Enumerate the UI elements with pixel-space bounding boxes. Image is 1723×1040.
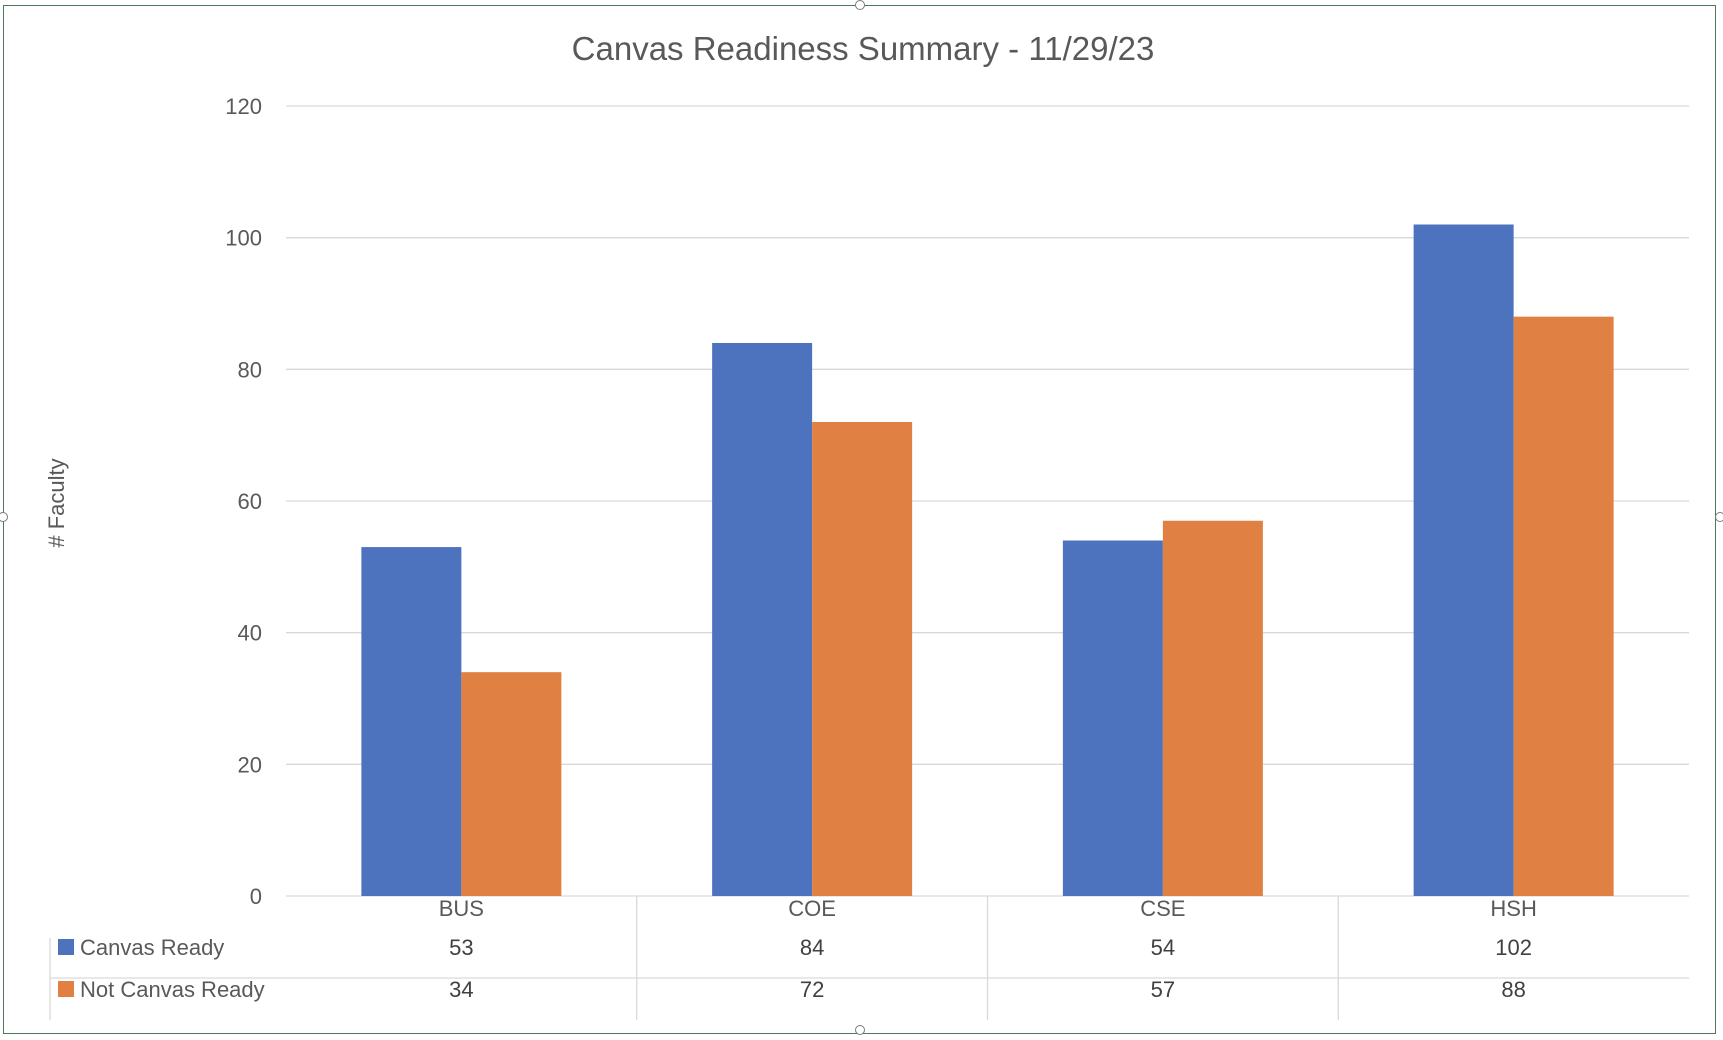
resize-handle-right[interactable]	[1715, 512, 1723, 522]
legend-key-not-canvas-ready	[58, 981, 74, 997]
bar-canvas-ready-hsh[interactable]	[1413, 224, 1514, 897]
bar-not-canvas-ready-hsh[interactable]	[1513, 316, 1614, 897]
bar-not-canvas-ready-bus[interactable]	[461, 672, 562, 896]
y-tick-label: 120	[225, 94, 262, 119]
x-tick-label: COE	[788, 896, 836, 921]
data-table-value: 34	[449, 977, 473, 1002]
legend-key-canvas-ready	[58, 939, 74, 955]
x-tick-label: BUS	[439, 896, 484, 921]
y-tick-label: 60	[238, 489, 262, 514]
x-tick-label: HSH	[1490, 896, 1536, 921]
resize-handle-top[interactable]	[855, 0, 865, 10]
bar-not-canvas-ready-cse[interactable]	[1162, 520, 1263, 896]
y-tick-label: 80	[238, 357, 262, 382]
bar-not-canvas-ready-coe[interactable]	[812, 422, 913, 896]
x-tick-label: CSE	[1140, 896, 1185, 921]
resize-handle-left[interactable]	[0, 512, 8, 522]
y-axis-tick-labels: 0 20 40 60 80 100 120	[225, 94, 262, 909]
resize-handle-bottom[interactable]	[855, 1025, 865, 1035]
bar-canvas-ready-bus[interactable]	[361, 547, 462, 896]
data-table-value: 72	[800, 977, 824, 1002]
data-table-value: 84	[800, 935, 824, 960]
data-table-value: 57	[1151, 977, 1175, 1002]
chart-title: Canvas Readiness Summary - 11/29/23	[572, 30, 1155, 67]
y-axis-title: # Faculty	[44, 458, 69, 547]
bar-canvas-ready-coe[interactable]	[712, 343, 813, 896]
legend-label: Canvas Ready	[80, 935, 224, 960]
bar-canvas-ready-cse[interactable]	[1062, 540, 1163, 897]
y-tick-label: 0	[250, 884, 262, 909]
y-tick-label: 20	[238, 752, 262, 777]
data-table-value: 88	[1501, 977, 1525, 1002]
data-table-value: 102	[1495, 935, 1532, 960]
data-table-value: 54	[1151, 935, 1175, 960]
y-tick-label: 100	[225, 226, 262, 251]
data-table: BUS COE CSE HSH Canvas Ready 53 84 54 102 Not Can…	[49, 896, 1689, 1020]
bars	[361, 224, 1614, 897]
data-table-value: 53	[449, 935, 473, 960]
y-tick-label: 40	[238, 621, 262, 646]
legend-label: Not Canvas Ready	[80, 977, 265, 1002]
